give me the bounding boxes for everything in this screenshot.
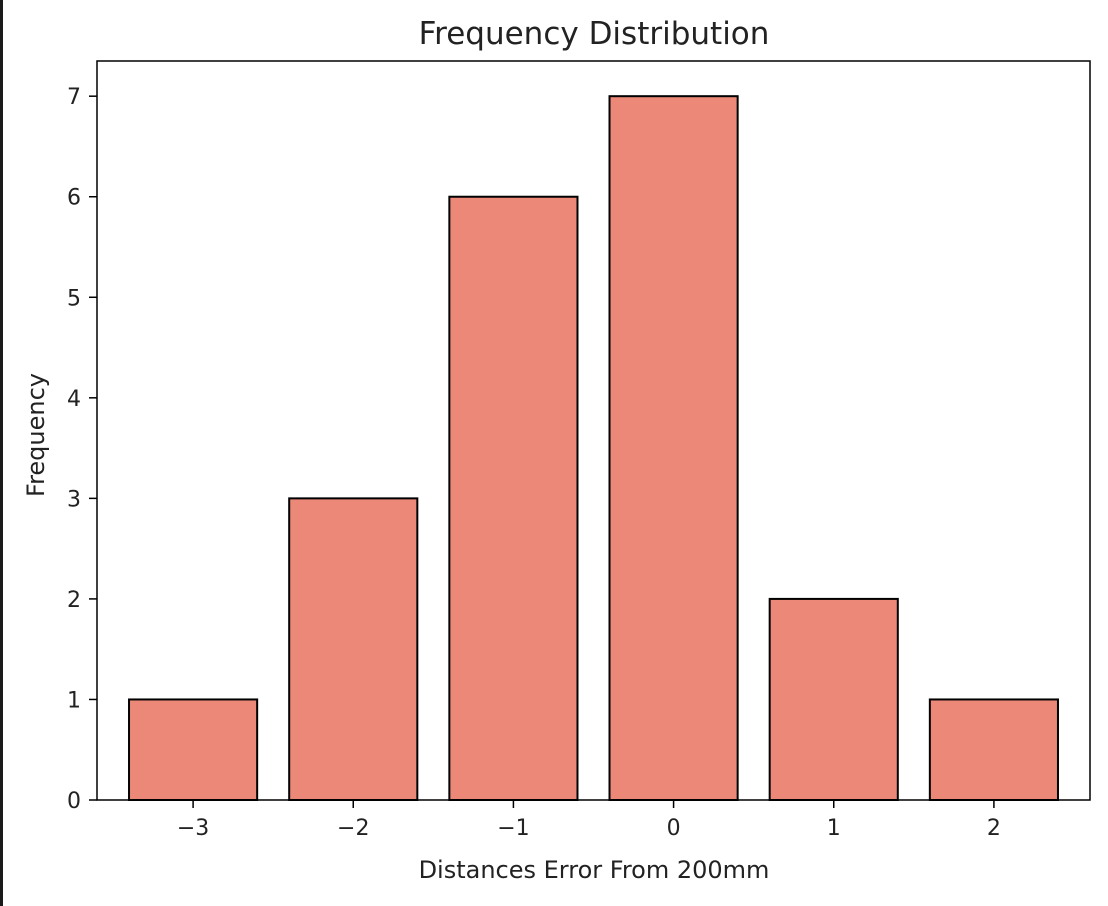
chart-title: Frequency Distribution	[419, 16, 770, 52]
y-tick-label-4: 4	[67, 387, 81, 412]
x-tick-label-2: −1	[497, 816, 529, 841]
y-tick-label-6: 6	[67, 186, 81, 211]
y-tick-label-7: 7	[67, 85, 81, 110]
bar-2	[448, 195, 579, 802]
y-axis-ticks: 0 1 2 3 4 5 6 7	[67, 85, 97, 814]
y-tick-label-2: 2	[67, 588, 81, 613]
x-tick-label-4: 1	[827, 816, 841, 841]
x-tick-label-5: 2	[987, 816, 1001, 841]
plot-area-frame	[96, 60, 1091, 801]
x-tick-label-0: −3	[177, 816, 209, 841]
bar-1	[288, 497, 419, 801]
window-border	[0, 0, 3, 906]
y-tick-label-5: 5	[67, 286, 81, 311]
bar-5	[928, 698, 1059, 802]
y-tick-label-1: 1	[67, 688, 81, 713]
y-tick-label-0: 0	[67, 789, 81, 814]
x-axis-label: Distances Error From 200mm	[419, 856, 770, 884]
y-tick-label-3: 3	[67, 487, 81, 512]
bars-group	[128, 95, 1059, 802]
x-tick-label-1: −2	[337, 816, 369, 841]
bar-3	[608, 95, 739, 801]
bar-0	[128, 698, 259, 802]
y-axis-label: Frequency	[22, 373, 50, 497]
bar-4	[768, 597, 899, 801]
x-tick-label-3: 0	[667, 816, 681, 841]
x-axis-ticks: −3 −2 −1 0 1 2	[177, 800, 1001, 841]
